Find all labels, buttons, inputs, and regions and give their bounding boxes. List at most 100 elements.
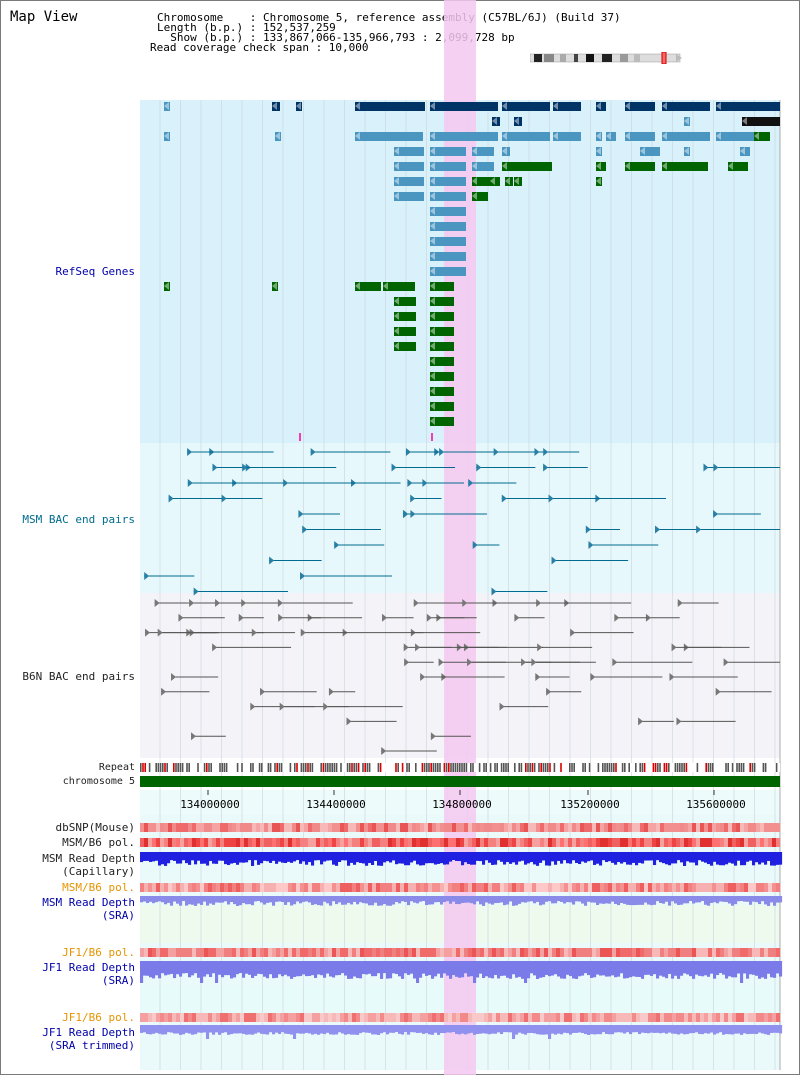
msm-depth-cap-bar — [290, 852, 294, 863]
repeat-mark — [144, 763, 146, 772]
repeat-mark — [448, 763, 450, 772]
repeat-mark — [175, 763, 177, 772]
jf1-trim-bar — [560, 1025, 564, 1035]
jf1-trim-bar — [743, 1025, 747, 1034]
msm-depth-sra-bar — [686, 896, 690, 904]
msm-depth-cap-bar — [257, 852, 261, 865]
repeat-mark — [140, 763, 142, 772]
jf1-pol-cell — [644, 948, 649, 957]
jf1-trim-bar — [527, 1025, 531, 1033]
jf1-trim-bar — [542, 1025, 546, 1035]
msm-depth-cap-bar — [602, 852, 606, 861]
gene-feature — [430, 327, 454, 336]
jf1-trim-bar — [431, 1025, 435, 1035]
jf1-trim-bar — [659, 1025, 663, 1034]
repeat-mark — [762, 763, 765, 772]
jf1-pol2-cell — [392, 1013, 397, 1022]
jf1-depth-bar — [380, 961, 384, 979]
msm-depth-cap-bar — [758, 852, 762, 865]
jf1-pol-cell — [360, 948, 365, 957]
jf1-pol2-cell — [300, 1013, 305, 1022]
repeat-mark — [142, 763, 144, 772]
repeat-mark — [203, 763, 206, 772]
msm-depth-sra-bar — [446, 896, 450, 902]
msm-depth-cap-bar — [767, 852, 771, 861]
dbsnp-cell — [504, 823, 509, 832]
msm-depth-cap-bar — [461, 852, 465, 866]
msm-pol-sra-cell — [356, 883, 361, 892]
msm-depth-cap-bar — [377, 852, 381, 866]
jf1-pol-cell — [348, 948, 353, 957]
jf1-pol2-cell — [236, 1013, 241, 1022]
dbsnp-cell — [664, 823, 669, 832]
msm-depth-sra-bar — [233, 896, 237, 905]
jf1-pol2-cell — [336, 1013, 341, 1022]
dbsnp-cell — [140, 823, 145, 832]
msm-depth-cap-bar — [530, 852, 534, 863]
repeat-mark — [514, 763, 516, 772]
msm-pol-sra-cell — [152, 883, 157, 892]
jf1-depth-bar — [611, 961, 615, 976]
gene-strand-arrow — [430, 297, 435, 305]
jf1-trim-bar — [563, 1025, 567, 1033]
msm-pol-sra-cell — [212, 883, 217, 892]
msm-pol-cell — [616, 838, 621, 847]
jf1-trim-bar — [278, 1025, 282, 1034]
gene-feature — [430, 147, 466, 156]
msm-depth-sra-bar — [290, 896, 294, 906]
repeat-mark — [676, 763, 679, 772]
jf1-depth-bar — [764, 961, 768, 979]
repeat-mark — [261, 763, 263, 772]
jf1-depth-bar — [224, 961, 228, 976]
jf1-pol2-cell — [660, 1013, 665, 1022]
jf1-pol2-cell — [488, 1013, 493, 1022]
gene-strand-arrow — [272, 102, 277, 110]
jf1-trim-bar — [296, 1025, 300, 1034]
msm-depth-sra-bar — [713, 896, 717, 903]
dbsnp-cell — [336, 823, 341, 832]
msm-depth-sra-bar — [494, 896, 498, 904]
gene-strand-arrow — [394, 177, 399, 185]
jf1-pol-cell — [272, 948, 277, 957]
axis-tick-label: 134000000 — [180, 798, 240, 811]
jf1-pol2-cell — [504, 1013, 509, 1022]
jf1-pol2-cell — [384, 1013, 389, 1022]
jf1-depth-bar — [674, 961, 678, 976]
jf1-depth-bar — [650, 961, 654, 976]
jf1-depth-bar — [560, 961, 564, 979]
jf1-pol-cell — [764, 948, 769, 957]
jf1-pol-cell — [636, 948, 641, 957]
msm-depth-cap-bar — [431, 852, 435, 864]
dbsnp-cell — [408, 823, 413, 832]
msm-depth-sra-bar — [167, 896, 171, 903]
jf1-trim-bar — [506, 1025, 510, 1033]
msm-depth-sra-bar — [566, 896, 570, 903]
msm-depth-cap-bar — [389, 852, 393, 863]
chromosome-ideogram[interactable] — [530, 52, 682, 64]
gene-strand-arrow — [742, 117, 747, 125]
gene-feature — [394, 342, 416, 351]
repeat-mark — [219, 763, 221, 772]
repeat-mark — [320, 763, 322, 772]
msm-depth-sra-bar — [542, 896, 546, 905]
gene-feature — [662, 132, 710, 141]
jf1-pol2-cell — [376, 1013, 381, 1022]
gene-strand-arrow — [296, 102, 301, 110]
msm-pol-cell — [268, 838, 273, 847]
jf1-depth-bar — [491, 961, 495, 979]
gene-strand-arrow — [553, 102, 558, 110]
msm-pol-sra-cell — [588, 883, 593, 892]
jf1-trim-bar — [323, 1025, 327, 1035]
dbsnp-cell — [744, 823, 749, 832]
gene-feature — [355, 282, 381, 291]
msm-pol-cell — [768, 838, 773, 847]
jf1-pol-cell — [220, 948, 225, 957]
gene-strand-arrow — [394, 342, 399, 350]
msm-depth-cap-bar — [761, 852, 765, 863]
jf1-depth-bar — [617, 961, 621, 977]
dbsnp-cell — [372, 823, 377, 832]
jf1-pol2-cell — [224, 1013, 229, 1022]
gene-strand-arrow — [394, 162, 399, 170]
jf1-pol2-cell — [756, 1013, 761, 1022]
jf1-pol2-cell — [608, 1013, 613, 1022]
